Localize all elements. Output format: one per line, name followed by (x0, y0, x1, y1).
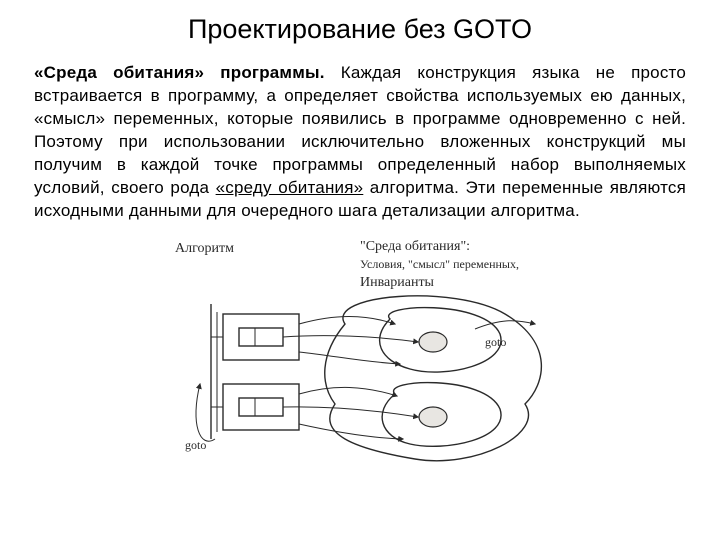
rect-inner-top (239, 328, 283, 346)
label-env-line1: "Среда обитания": (360, 239, 470, 254)
arrow-top-outer (299, 316, 395, 324)
oval-top (419, 332, 447, 352)
diagram-svg: Алгоритм "Среда обитания": Условия, "смы… (145, 234, 575, 474)
label-goto-left: goto (185, 438, 206, 452)
label-goto-right: goto (485, 335, 506, 349)
arrow-goto-left (196, 384, 215, 441)
underlined-term: «среду обитания» (216, 178, 364, 197)
body-paragraph: «Среда обитания» программы. Каждая конст… (34, 62, 686, 223)
oval-bottom (419, 407, 447, 427)
label-algorithm: Алгоритм (175, 241, 234, 256)
para-part-1: Каждая конструкция языка не просто встра… (34, 63, 686, 197)
lead-bold: «Среда обитания» программы. (34, 63, 325, 82)
label-env-line3: Инварианты (360, 275, 435, 290)
label-env-line2: Условия, "смысл" переменных, (360, 257, 519, 271)
page-title: Проектирование без GOTO (34, 14, 686, 45)
arrow-top-inner (283, 335, 418, 341)
arrow-bottom-outer (299, 387, 397, 396)
rect-inner-bottom (239, 398, 283, 416)
arrow-bottom-inner (283, 406, 418, 416)
diagram-container: Алгоритм "Среда обитания": Условия, "смы… (34, 234, 686, 474)
arrow-goto-right (475, 320, 535, 328)
